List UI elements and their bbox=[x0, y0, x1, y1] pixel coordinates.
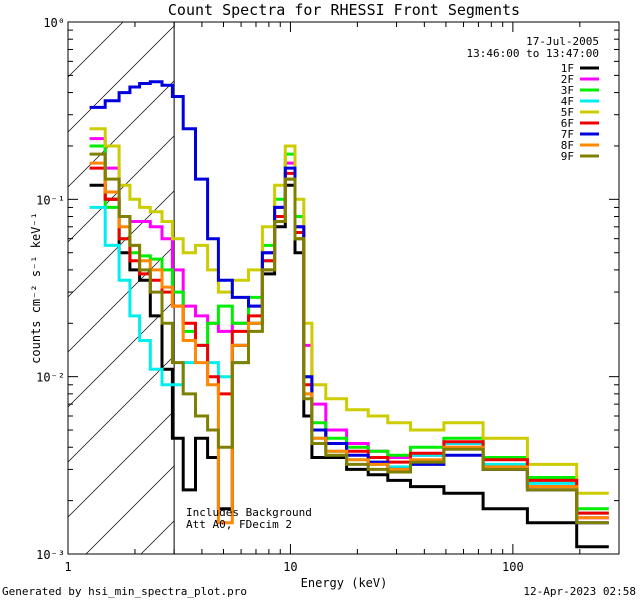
y-tick-label: 10⁻¹ bbox=[36, 193, 65, 207]
series-9f-line bbox=[89, 152, 609, 525]
y-axis-label: counts cm⁻² s⁻¹ keV⁻¹ bbox=[29, 212, 43, 364]
x-axis-label: Energy (keV) bbox=[301, 576, 388, 590]
legend-label-1f: 1F bbox=[561, 62, 574, 75]
legend-label-3f: 3F bbox=[561, 84, 574, 97]
x-tick-label: 10 bbox=[283, 560, 297, 574]
hatched-region bbox=[68, 22, 175, 554]
timestamp-note: 12-Apr-2023 02:58 bbox=[523, 585, 636, 598]
attenuator-note: Att A0, FDecim 2 bbox=[186, 518, 292, 531]
hatch-line bbox=[68, 80, 175, 188]
x-tick-label: 1 bbox=[64, 560, 71, 574]
y-tick-label: 10⁻³ bbox=[36, 548, 65, 562]
hatch-line bbox=[68, 25, 175, 133]
y-tick-label: 10⁰ bbox=[43, 16, 65, 30]
date-annotation: 17-Jul-2005 bbox=[526, 35, 599, 48]
hatch-lines bbox=[68, 22, 175, 554]
background-note: Includes Background bbox=[186, 506, 312, 519]
axis-ticks bbox=[67, 21, 620, 555]
legend-label-4f: 4F bbox=[561, 95, 574, 108]
series-group bbox=[89, 80, 609, 549]
series-5f-line bbox=[89, 127, 609, 495]
time-range-annotation: 13:46:00 to 13:47:00 bbox=[467, 47, 599, 60]
legend-label-9f: 9F bbox=[561, 150, 574, 163]
y-tick-label: 10⁻² bbox=[36, 371, 65, 385]
legend-label-7f: 7F bbox=[561, 128, 574, 141]
y-tick-labels: 10⁻³ 10⁻² 10⁻¹ 10⁰ bbox=[36, 16, 65, 562]
generator-note: Generated by hsi_min_spectra_plot.pro bbox=[2, 585, 247, 598]
legend-label-8f: 8F bbox=[561, 139, 574, 152]
x-tick-labels: 1 10 100 bbox=[64, 560, 523, 574]
chart-title: Count Spectra for RHESSI Front Segments bbox=[168, 1, 520, 19]
plot-frame bbox=[67, 21, 620, 555]
hatch-line bbox=[68, 190, 175, 298]
legend-label-6f: 6F bbox=[561, 117, 574, 130]
series-3f-line bbox=[89, 144, 609, 511]
x-tick-label: 100 bbox=[502, 560, 524, 574]
hatch-line bbox=[68, 245, 175, 353]
legend-label-2f: 2F bbox=[561, 73, 574, 86]
legend-label-5f: 5F bbox=[561, 106, 574, 119]
hatch-line bbox=[68, 410, 175, 518]
